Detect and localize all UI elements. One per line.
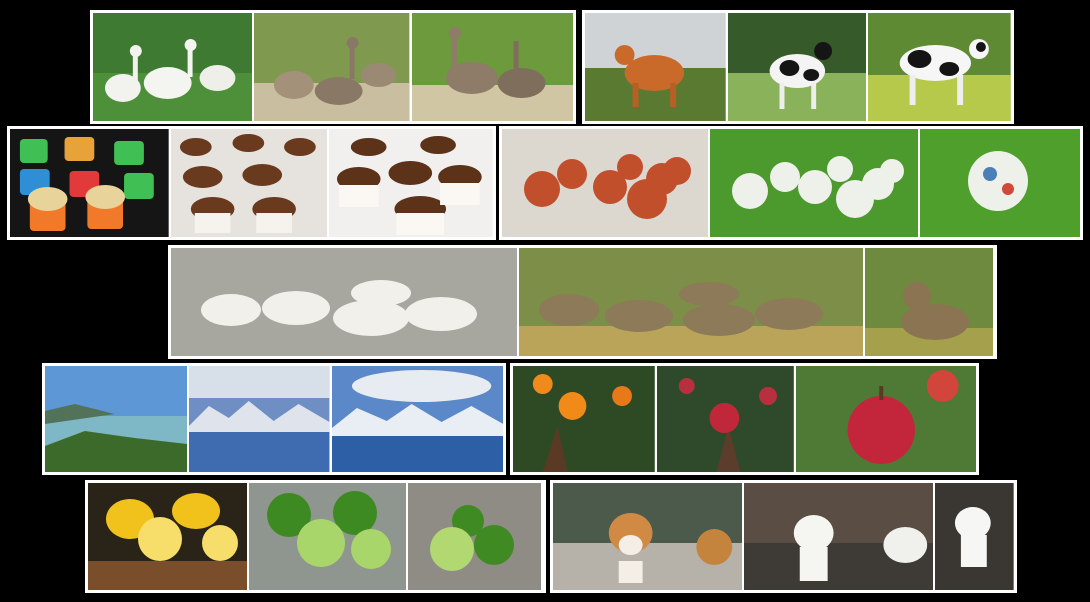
image-group-geese: [90, 10, 576, 124]
image-panel-chocolate-cupcakes-2: [329, 129, 493, 237]
image-panel-mountains-lake: [189, 366, 330, 472]
image-group-cupcakes: [7, 126, 496, 240]
image-group-dogs: [550, 480, 1017, 593]
image-panel-duckling: [865, 248, 993, 356]
image-panel-mountains-lake-2: [331, 366, 503, 472]
image-panel-cygnets: [171, 248, 517, 356]
image-panel-soccer-ball: [920, 129, 1080, 237]
image-panel-white-dog-2: [935, 483, 1014, 590]
image-panel-basketballs: [502, 129, 708, 237]
image-panel-brown-cow: [585, 13, 726, 121]
image-panel-coast: [45, 366, 188, 472]
image-panel-apple: [795, 366, 976, 472]
image-panel-greylag-geese: [254, 13, 410, 121]
image-panel-soccer-balls: [710, 129, 918, 237]
image-panel-limes-2: [408, 483, 541, 590]
image-panel-orange-tree: [513, 366, 655, 472]
image-group-cows: [582, 10, 1014, 124]
image-panel-lemons: [88, 483, 247, 590]
image-group-citrus: [85, 480, 546, 593]
image-panel-plain-cupcakes: [10, 129, 169, 237]
image-group-landscape: [42, 363, 506, 475]
image-group-balls: [499, 126, 1083, 240]
image-panel-holstein-cow-2: [868, 13, 1011, 121]
image-panel-greylag-geese-2: [411, 13, 573, 121]
image-panel-white-dog: [744, 483, 934, 590]
image-panel-chocolate-cupcakes: [170, 129, 328, 237]
image-panel-white-geese: [93, 13, 253, 121]
image-panel-limes: [249, 483, 406, 590]
image-group-swans-ducklings: [168, 245, 997, 359]
image-panel-corgi: [553, 483, 743, 590]
image-panel-holstein-cow: [727, 13, 867, 121]
image-group-fruit-tree: [510, 363, 979, 475]
image-panel-apple-tree: [656, 366, 794, 472]
image-panel-ducklings: [519, 248, 863, 356]
